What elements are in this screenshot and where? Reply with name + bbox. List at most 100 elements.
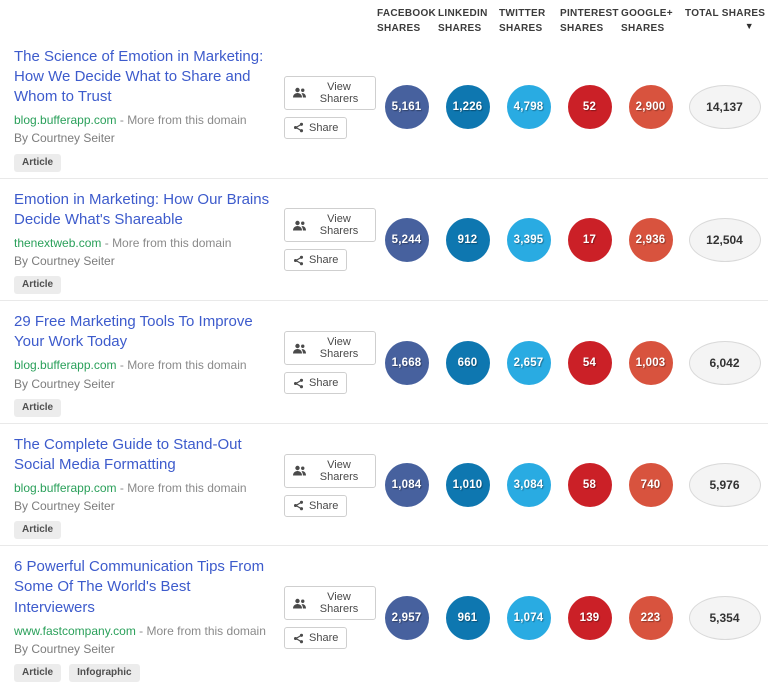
article-domain-link[interactable]: blog.bufferapp.com (14, 480, 117, 495)
article-author: By Courtney Seiter (14, 499, 115, 514)
article-tags: Article (14, 521, 272, 540)
view-sharers-button[interactable]: View Sharers (284, 331, 376, 365)
facebook-shares-count: 5,161 (384, 85, 429, 130)
article-meta: blog.bufferapp.com - More from this doma… (14, 480, 272, 496)
article-meta: blog.bufferapp.com - More from this doma… (14, 112, 272, 128)
share-button[interactable]: Share (284, 372, 348, 394)
googleplus-shares-cell: 740 (620, 463, 681, 508)
article-author: By Courtney Seiter (14, 131, 115, 146)
sort-descending-icon[interactable]: ▼ (744, 20, 754, 31)
article-tags: Article (14, 153, 272, 172)
facebook-shares-count: 1,668 (384, 340, 429, 385)
total-shares-cell: 5,976 (681, 463, 768, 508)
more-from-domain-link[interactable]: More from this domain (146, 623, 266, 638)
article-type-badge: Article (14, 664, 62, 682)
article-title-link[interactable]: Emotion in Marketing: How Our Brains Dec… (14, 190, 270, 228)
article-row: The Science of Emotion in Marketing: How… (0, 36, 768, 179)
column-header-total-shares[interactable]: TOTAL SHARES ▼ (681, 7, 768, 31)
more-from-domain-link[interactable]: More from this domain (127, 113, 247, 128)
column-label: SHARES (499, 22, 543, 34)
facebook-shares-count: 2,957 (384, 595, 429, 640)
domain-separator: - (116, 113, 128, 128)
article-domain-link[interactable]: blog.bufferapp.com (14, 113, 117, 128)
article-domain-link[interactable]: www.fastcompany.com (14, 623, 136, 638)
linkedin-shares-count: 961 (445, 595, 490, 640)
column-header-googleplus-shares[interactable]: GOOGLE+ SHARES (620, 7, 681, 36)
share-nodes-icon (293, 255, 304, 266)
more-from-domain-link[interactable]: More from this domain (112, 235, 232, 250)
googleplus-shares-cell: 2,900 (620, 85, 681, 130)
share-button[interactable]: Share (284, 249, 348, 272)
article-title-link[interactable]: 29 Free Marketing Tools To Improve Your … (14, 313, 253, 351)
twitter-shares-cell: 3,395 (498, 217, 559, 262)
share-button[interactable]: Share (284, 627, 348, 650)
article-author: By Courtney Seiter (14, 376, 115, 391)
total-shares-count: 5,354 (688, 595, 761, 640)
facebook-shares-cell: 1,084 (376, 463, 437, 508)
more-from-domain-link[interactable]: More from this domain (127, 358, 247, 373)
googleplus-shares-count: 223 (628, 595, 673, 640)
share-nodes-icon (293, 122, 304, 133)
article-row: Emotion in Marketing: How Our Brains Dec… (0, 179, 768, 302)
linkedin-shares-cell: 1,010 (437, 463, 498, 508)
view-sharers-button[interactable]: View Sharers (284, 586, 376, 621)
googleplus-shares-cell: 1,003 (620, 340, 681, 385)
results-header: FACEBOOK SHARES LINKEDIN SHARES TWITTER … (0, 0, 768, 36)
article-type-badge: Infographic (69, 664, 140, 682)
linkedin-shares-cell: 660 (437, 340, 498, 385)
article-title-link[interactable]: The Science of Emotion in Marketing: How… (14, 48, 264, 106)
more-from-domain-link[interactable]: More from this domain (127, 480, 247, 495)
twitter-shares-cell: 1,074 (498, 595, 559, 640)
column-header-pinterest-shares[interactable]: PINTEREST SHARES (559, 7, 620, 36)
view-sharers-button[interactable]: View Sharers (284, 453, 376, 488)
share-label: Share (309, 499, 339, 512)
article-info: Emotion in Marketing: How Our Brains Dec… (0, 186, 280, 295)
facebook-shares-count: 1,084 (384, 463, 429, 508)
article-domain-link[interactable]: blog.bufferapp.com (14, 358, 117, 373)
column-label: LINKEDIN (438, 8, 488, 19)
article-meta: thenextweb.com - More from this domain (14, 235, 272, 251)
column-label: GOOGLE+ (621, 8, 673, 19)
view-sharers-label: View Sharers (319, 80, 359, 105)
users-icon (293, 343, 306, 354)
column-header-facebook-shares[interactable]: FACEBOOK SHARES (376, 7, 437, 36)
pinterest-shares-cell: 54 (559, 340, 620, 385)
total-shares-cell: 12,504 (681, 217, 768, 262)
view-sharers-button[interactable]: View Sharers (284, 75, 376, 110)
share-button[interactable]: Share (284, 116, 348, 139)
linkedin-shares-count: 1,010 (445, 463, 490, 508)
article-domain-link[interactable]: thenextweb.com (14, 235, 102, 250)
facebook-shares-count: 5,244 (384, 217, 429, 262)
row-actions: View Sharers Share (280, 208, 376, 272)
linkedin-shares-count: 660 (445, 340, 490, 385)
article-row: 6 Powerful Communication Tips From Some … (0, 546, 768, 688)
linkedin-shares-count: 912 (445, 217, 490, 262)
users-icon (293, 598, 306, 609)
users-icon (293, 220, 306, 231)
pinterest-shares-cell: 52 (559, 85, 620, 130)
article-type-badge: Article (14, 153, 62, 172)
article-row: The Complete Guide to Stand-Out Social M… (0, 424, 768, 547)
facebook-shares-cell: 5,244 (376, 217, 437, 262)
total-shares-cell: 14,137 (681, 85, 768, 130)
googleplus-shares-count: 2,900 (628, 85, 673, 130)
view-sharers-label: View Sharers (319, 336, 359, 360)
column-header-twitter-shares[interactable]: TWITTER SHARES (498, 7, 559, 36)
googleplus-shares-cell: 2,936 (620, 217, 681, 262)
share-label: Share (309, 254, 339, 267)
pinterest-shares-cell: 58 (559, 463, 620, 508)
row-actions: View Sharers Share (280, 586, 376, 650)
article-title-link[interactable]: 6 Powerful Communication Tips From Some … (14, 558, 265, 616)
share-label: Share (309, 121, 339, 134)
article-type-badge: Article (14, 398, 62, 417)
article-type-badge: Article (14, 276, 62, 295)
share-button[interactable]: Share (284, 494, 348, 517)
article-title-link[interactable]: The Complete Guide to Stand-Out Social M… (14, 435, 242, 473)
facebook-shares-cell: 5,161 (376, 85, 437, 130)
domain-separator: - (101, 235, 113, 250)
article-meta: www.fastcompany.com - More from this dom… (14, 623, 272, 639)
column-header-linkedin-shares[interactable]: LINKEDIN SHARES (437, 7, 498, 36)
view-sharers-button[interactable]: View Sharers (284, 208, 376, 243)
article-author: By Courtney Seiter (14, 641, 115, 656)
column-label: PINTEREST (560, 8, 619, 19)
